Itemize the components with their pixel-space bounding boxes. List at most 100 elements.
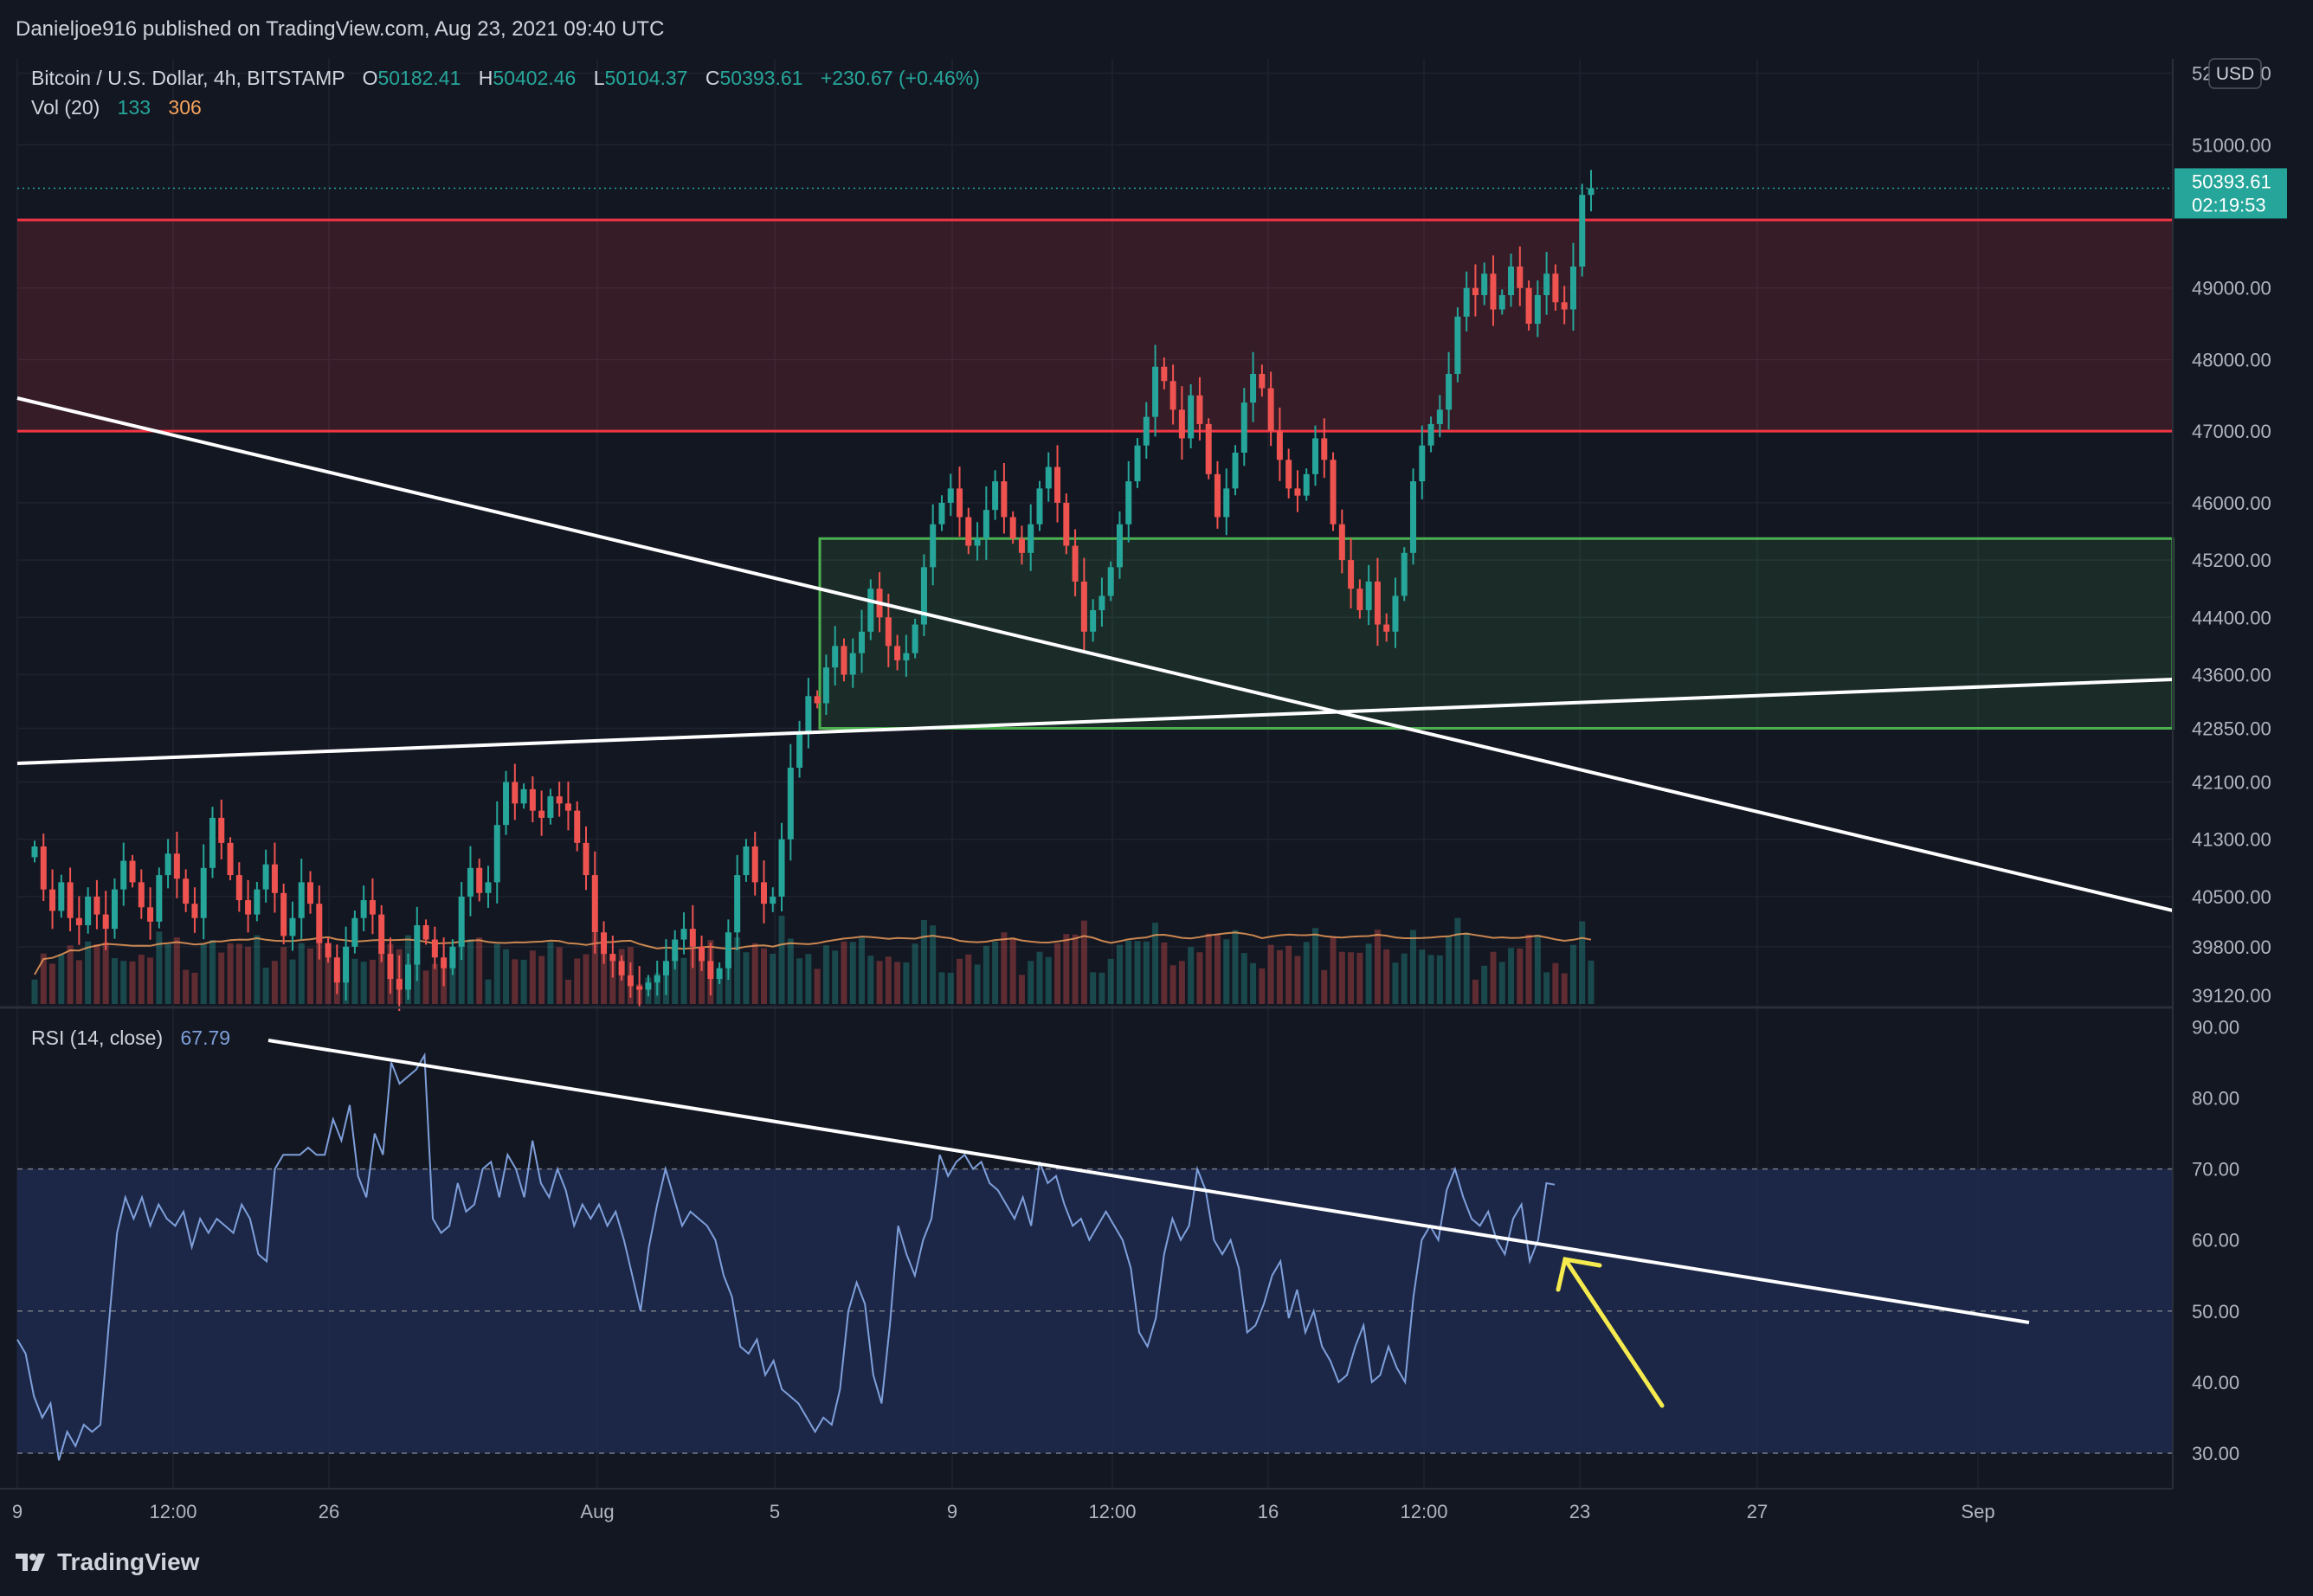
candle-body[interactable]	[672, 939, 679, 962]
candle-body[interactable]	[699, 946, 705, 962]
candle-body[interactable]	[1330, 460, 1337, 524]
candle-body[interactable]	[75, 917, 82, 925]
candle-body[interactable]	[111, 889, 118, 930]
candle-body[interactable]	[1009, 517, 1016, 539]
candle-body[interactable]	[218, 817, 225, 843]
candle-body[interactable]	[58, 882, 65, 911]
candle-body[interactable]	[1259, 374, 1266, 389]
candle-body[interactable]	[1338, 524, 1345, 561]
candle-body[interactable]	[147, 907, 154, 922]
candle-body[interactable]	[1196, 395, 1203, 424]
candle-body[interactable]	[1232, 453, 1239, 489]
candle-body[interactable]	[493, 825, 500, 883]
descending-trendline[interactable]	[16, 396, 2174, 912]
candle-body[interactable]	[485, 882, 492, 893]
candle-body[interactable]	[449, 946, 456, 969]
candle-body[interactable]	[1463, 287, 1470, 317]
candle-body[interactable]	[1472, 287, 1479, 295]
candle-body[interactable]	[1517, 266, 1524, 288]
candle-body[interactable]	[1001, 481, 1008, 518]
candle-body[interactable]	[289, 917, 296, 936]
candle-body[interactable]	[1525, 287, 1532, 325]
candle-body[interactable]	[503, 782, 510, 826]
candle-body[interactable]	[1356, 589, 1363, 610]
candle-body[interactable]	[1490, 274, 1497, 310]
candle-body[interactable]	[262, 864, 269, 890]
candle-body[interactable]	[841, 646, 847, 675]
candle-body[interactable]	[1481, 274, 1488, 295]
candle-body[interactable]	[1080, 581, 1087, 632]
candle-body[interactable]	[1552, 274, 1559, 303]
candle-body[interactable]	[618, 961, 625, 975]
price-pane[interactable]	[17, 59, 2173, 1004]
candle-body[interactable]	[1285, 460, 1292, 489]
candle-body[interactable]	[40, 846, 47, 890]
resistance-zone[interactable]	[17, 220, 2173, 432]
candle-body[interactable]	[467, 867, 474, 897]
candle-body[interactable]	[351, 917, 358, 947]
candle-body[interactable]	[120, 860, 127, 890]
rsi-axis[interactable]: 90.00 80.00 70.00 60.00 50.00 40.00 30.00	[2192, 1016, 2239, 1464]
candle-body[interactable]	[1436, 409, 1443, 424]
candle-body[interactable]	[903, 653, 910, 660]
candle-body[interactable]	[1107, 567, 1114, 596]
candle-body[interactable]	[662, 961, 669, 975]
candle-body[interactable]	[271, 864, 278, 893]
candle-body[interactable]	[49, 889, 56, 911]
candle-body[interactable]	[227, 842, 234, 876]
candle-body[interactable]	[369, 900, 376, 915]
candle-body[interactable]	[67, 882, 74, 918]
candle-body[interactable]	[414, 925, 421, 965]
candle-body[interactable]	[965, 517, 972, 546]
candle-body[interactable]	[1214, 473, 1221, 518]
candle-body[interactable]	[1223, 488, 1230, 518]
candle-body[interactable]	[859, 631, 866, 653]
support-zone[interactable]	[818, 537, 2174, 730]
candle-body[interactable]	[947, 488, 954, 503]
candle-body[interactable]	[1090, 610, 1097, 632]
candle-body[interactable]	[894, 646, 901, 660]
candle-body[interactable]	[387, 954, 394, 980]
candle-body[interactable]	[1036, 488, 1043, 524]
candle-body[interactable]	[325, 943, 332, 958]
candle-body[interactable]	[1161, 366, 1168, 382]
candle-body[interactable]	[930, 524, 937, 568]
candle-body[interactable]	[920, 567, 927, 625]
candle-body[interactable]	[1446, 374, 1453, 410]
candle-body[interactable]	[689, 929, 696, 947]
candle-body[interactable]	[601, 932, 608, 955]
candle-body[interactable]	[1508, 266, 1515, 295]
candle-body[interactable]	[822, 667, 829, 704]
candle-body[interactable]	[245, 900, 252, 915]
currency-badge[interactable]	[2208, 58, 2262, 89]
ascending-trendline[interactable]	[16, 678, 2174, 765]
candle-body[interactable]	[849, 653, 856, 675]
candle-body[interactable]	[1374, 581, 1381, 625]
candle-body[interactable]	[725, 932, 731, 969]
candle-body[interactable]	[1276, 431, 1283, 460]
candle-body[interactable]	[787, 768, 794, 840]
candle-body[interactable]	[1401, 552, 1408, 596]
candle-body[interactable]	[1054, 467, 1061, 503]
candle-body[interactable]	[529, 788, 536, 811]
candle-body[interactable]	[209, 817, 216, 868]
candle-body[interactable]	[254, 889, 261, 915]
candle-body[interactable]	[102, 914, 109, 930]
candle-body[interactable]	[1419, 445, 1426, 482]
candle-body[interactable]	[1427, 423, 1434, 446]
candle-body[interactable]	[1116, 524, 1123, 568]
candle-body[interactable]	[512, 782, 519, 804]
candle-body[interactable]	[1205, 423, 1212, 474]
candle-body[interactable]	[396, 979, 403, 990]
candle-body[interactable]	[627, 975, 634, 987]
candle-body[interactable]	[1143, 416, 1150, 446]
candle-body[interactable]	[173, 853, 180, 879]
candle-body[interactable]	[235, 875, 242, 901]
candle-body[interactable]	[770, 896, 776, 904]
candle-body[interactable]	[583, 842, 590, 876]
candle-body[interactable]	[458, 896, 465, 947]
candle-body[interactable]	[1063, 502, 1070, 546]
rsi-line[interactable]	[16, 1052, 1556, 1461]
rsi-trendline[interactable]	[267, 1039, 2030, 1324]
